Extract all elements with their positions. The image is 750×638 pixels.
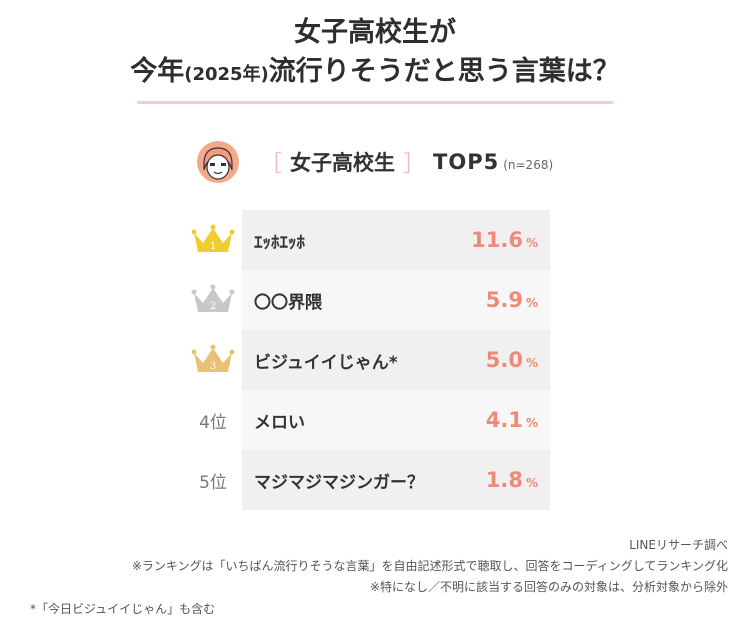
- rank-3-number: 3: [210, 361, 216, 372]
- category-label: 女子高校生: [290, 147, 395, 177]
- ranking-word: マジマジマジンガー？: [254, 468, 424, 493]
- bracket-open: ［: [260, 146, 282, 178]
- ranking-value: 5.9%: [486, 288, 538, 312]
- title-line-2: 今年(2025年)流行りそうだと思う言葉は？: [0, 52, 750, 95]
- ranking-value: 5.0%: [486, 348, 538, 372]
- ranking-row-4: メロい 4.1%: [242, 390, 550, 450]
- value-number: 5.0: [486, 348, 523, 372]
- bracket-close: ］: [403, 146, 425, 178]
- footnote-1: ※ランキングは「いちばん流行りそうな言葉」を自由記述形式で聴取し、回答をコーディ…: [132, 557, 728, 574]
- rank-4-marker: 4位: [186, 390, 240, 450]
- ranking-word: ｴｯﾎｴｯﾎ: [254, 228, 305, 253]
- source-note: LINEリサーチ調べ: [629, 536, 728, 553]
- ranking-value: 1.8%: [486, 468, 538, 492]
- ranking-row-2: 〇〇界隈 5.9%: [242, 270, 550, 330]
- rank-2-number: 2: [210, 301, 216, 312]
- ranking-table: ｴｯﾎｴｯﾎ 11.6% 〇〇界隈 5.9% ビジュイイじゃん* 5.0% メロ…: [242, 210, 550, 510]
- footnote-3: *「今日ビジュイイじゃん」も含む: [30, 600, 215, 617]
- silver-crown-icon: 2: [191, 283, 235, 317]
- value-number: 4.1: [486, 408, 523, 432]
- rank-4-label: 4位: [199, 408, 227, 433]
- title-pre: 今年: [130, 56, 184, 87]
- gold-crown-icon: 1: [191, 223, 235, 257]
- rank-1-number: 1: [210, 241, 216, 252]
- title-block: 女子高校生が 今年(2025年)流行りそうだと思う言葉は？: [0, 14, 750, 95]
- value-unit: %: [526, 296, 538, 310]
- title-underline: [137, 101, 613, 104]
- value-number: 5.9: [486, 288, 523, 312]
- value-unit: %: [526, 356, 538, 370]
- ranking-word: 〇〇界隈: [254, 288, 322, 313]
- rank-2-marker: 2: [186, 270, 240, 330]
- ranking-value: 11.6%: [471, 228, 538, 252]
- value-unit: %: [526, 476, 538, 490]
- sample-size: (n=268): [503, 158, 553, 172]
- title-line-1: 女子高校生が: [0, 14, 750, 52]
- ranking-row-3: ビジュイイじゃん* 5.0%: [242, 330, 550, 390]
- value-number: 1.8: [486, 468, 523, 492]
- ranking-row-1: ｴｯﾎｴｯﾎ 11.6%: [242, 210, 550, 270]
- ranking-word: ビジュイイじゃん*: [254, 348, 398, 373]
- title-year: (2025年): [184, 64, 269, 85]
- top5-label: TOP5: [433, 150, 499, 174]
- rank-5-marker: 5位: [186, 450, 240, 510]
- rank-5-label: 5位: [199, 468, 227, 493]
- rank-3-marker: 3: [186, 330, 240, 390]
- ranking-word: メロい: [254, 408, 305, 433]
- bronze-crown-icon: 3: [191, 343, 235, 377]
- category-header: ［ 女子高校生 ］ TOP5 (n=268): [196, 140, 553, 184]
- girl-face-icon: [196, 140, 240, 184]
- ranking-value: 4.1%: [486, 408, 538, 432]
- title-post: 流行りそうだと思う言葉は？: [269, 56, 620, 87]
- rank-1-marker: 1: [186, 210, 240, 270]
- value-unit: %: [526, 236, 538, 250]
- value-unit: %: [526, 416, 538, 430]
- value-number: 11.6: [471, 228, 523, 252]
- footnote-2: ※特になし／不明に該当する回答のみの対象は、分析対象から除外: [370, 578, 728, 595]
- ranking-row-5: マジマジマジンガー？ 1.8%: [242, 450, 550, 510]
